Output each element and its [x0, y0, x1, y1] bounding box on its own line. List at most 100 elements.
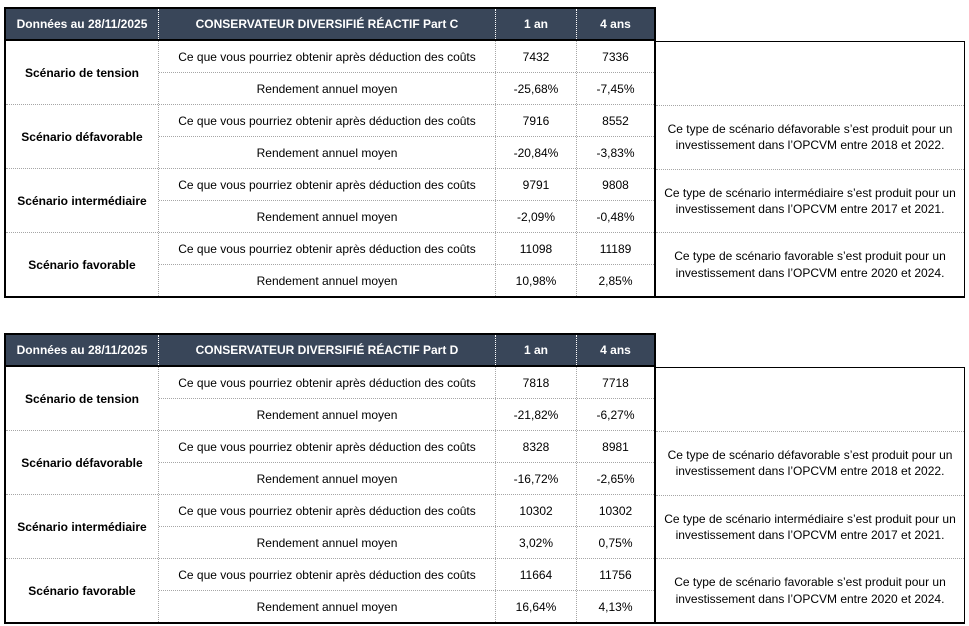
value-obtain-4ans: 8552 [602, 113, 629, 128]
value-rendement-1an: -25,68% [496, 73, 577, 104]
row-desc-obtain: Ce que vous pourriez obtenir après déduc… [159, 495, 496, 526]
value-obtain-1an: 7916 [496, 105, 577, 136]
value-obtain-4ans: 9808 [602, 177, 629, 192]
table-row: Rendement annuel moyen -20,84% -3,83% [159, 136, 654, 168]
row-desc-obtain: Ce que vous pourriez obtenir après déduc… [159, 559, 496, 590]
scenario-label: Scénario de tension [6, 41, 159, 104]
value-obtain-4ans: 7336 [602, 49, 629, 64]
col-header-4ans: 4 ans [600, 17, 631, 31]
scenario-group-favorable: Scénario favorable Ce que vous pourriez … [6, 232, 654, 296]
note-tension [656, 368, 964, 431]
scenario-group-tension: Scénario de tension Ce que vous pourriez… [6, 41, 654, 104]
table-body: Scénario de tension Ce que vous pourriez… [4, 41, 965, 298]
value-rendement-1an: 3,02% [496, 527, 577, 558]
row-desc-rendement: Rendement annuel moyen [159, 265, 496, 296]
scenario-table-part-c: Données au 28/11/2025 CONSERVATEUR DIVER… [4, 7, 965, 298]
value-rendement-1an: -20,84% [496, 137, 577, 168]
scenario-group-favorable: Scénario favorable Ce que vous pourriez … [6, 558, 654, 622]
scenario-label: Scénario intermédiaire [6, 169, 159, 232]
row-desc-obtain: Ce que vous pourriez obtenir après déduc… [159, 41, 496, 72]
table-main-grid: Scénario de tension Ce que vous pourriez… [4, 367, 656, 624]
value-obtain-1an: 11664 [496, 559, 577, 590]
row-desc-obtain: Ce que vous pourriez obtenir après déduc… [159, 431, 496, 462]
row-desc-rendement: Rendement annuel moyen [159, 399, 496, 430]
value-rendement-1an: 10,98% [496, 265, 577, 296]
table-row: Ce que vous pourriez obtenir après déduc… [159, 495, 654, 526]
value-rendement-1an: -2,09% [496, 201, 577, 232]
note-favorable: Ce type de scénario favorable s’est prod… [656, 232, 964, 296]
table-row: Ce que vous pourriez obtenir après déduc… [159, 431, 654, 462]
value-rendement-4ans: -7,45% [596, 81, 635, 96]
note-defavorable: Ce type de scénario défavorable s’est pr… [656, 104, 964, 169]
scenario-label: Scénario défavorable [6, 105, 159, 168]
scenario-label: Scénario favorable [6, 233, 159, 296]
table-row: Rendement annuel moyen 16,64% 4,13% [159, 590, 654, 622]
date-header-cell: Données au 28/11/2025 [6, 335, 159, 365]
value-rendement-1an: -16,72% [496, 463, 577, 494]
table-row: Rendement annuel moyen -2,09% -0,48% [159, 200, 654, 232]
value-rendement-1an: -21,82% [496, 399, 577, 430]
row-desc-rendement: Rendement annuel moyen [159, 527, 496, 558]
table-main-grid: Scénario de tension Ce que vous pourriez… [4, 41, 656, 298]
table-header-row: Données au 28/11/2025 CONSERVATEUR DIVER… [4, 7, 656, 41]
row-desc-obtain: Ce que vous pourriez obtenir après déduc… [159, 105, 496, 136]
fund-title-cell: CONSERVATEUR DIVERSIFIÉ RÉACTIF Part D [159, 335, 496, 365]
note-intermediaire: Ce type de scénario intermédiaire s’est … [656, 494, 964, 559]
value-obtain-1an: 7818 [496, 367, 577, 398]
date-header-cell: Données au 28/11/2025 [6, 9, 159, 39]
table-row: Rendement annuel moyen -16,72% -2,65% [159, 462, 654, 494]
scenario-label: Scénario de tension [6, 367, 159, 430]
table-row: Ce que vous pourriez obtenir après déduc… [159, 233, 654, 264]
value-rendement-4ans: 2,85% [598, 273, 633, 288]
notes-column: Ce type de scénario défavorable s’est pr… [656, 367, 965, 624]
scenario-label: Scénario défavorable [6, 431, 159, 494]
table-row: Ce que vous pourriez obtenir après déduc… [159, 559, 654, 590]
note-tension [656, 42, 964, 105]
value-obtain-4ans: 10302 [598, 503, 633, 518]
value-obtain-4ans: 8981 [602, 439, 629, 454]
col-header-4ans: 4 ans [600, 343, 631, 357]
col-header-1an: 1 an [496, 9, 577, 39]
value-obtain-4ans: 11756 [599, 567, 632, 582]
table-row: Rendement annuel moyen -25,68% -7,45% [159, 72, 654, 104]
value-obtain-1an: 10302 [496, 495, 577, 526]
value-obtain-1an: 8328 [496, 431, 577, 462]
value-rendement-4ans: 0,75% [598, 535, 633, 550]
row-desc-rendement: Rendement annuel moyen [159, 463, 496, 494]
value-obtain-1an: 7432 [496, 41, 577, 72]
table-row: Rendement annuel moyen 3,02% 0,75% [159, 526, 654, 558]
value-obtain-4ans: 11189 [599, 241, 632, 256]
value-rendement-4ans: 4,13% [598, 599, 633, 614]
row-desc-rendement: Rendement annuel moyen [159, 201, 496, 232]
row-desc-rendement: Rendement annuel moyen [159, 591, 496, 622]
value-rendement-4ans: -0,48% [596, 209, 635, 224]
table-header-row: Données au 28/11/2025 CONSERVATEUR DIVER… [4, 333, 656, 367]
value-obtain-1an: 11098 [496, 233, 577, 264]
col-header-1an: 1 an [496, 335, 577, 365]
value-obtain-4ans: 7718 [602, 375, 629, 390]
table-row: Ce que vous pourriez obtenir après déduc… [159, 367, 654, 398]
row-desc-obtain: Ce que vous pourriez obtenir après déduc… [159, 169, 496, 200]
scenario-group-defavorable: Scénario défavorable Ce que vous pourrie… [6, 430, 654, 494]
table-row: Ce que vous pourriez obtenir après déduc… [159, 169, 654, 200]
note-intermediaire: Ce type de scénario intermédiaire s’est … [656, 168, 964, 233]
note-favorable: Ce type de scénario favorable s’est prod… [656, 558, 964, 622]
value-rendement-4ans: -3,83% [596, 145, 635, 160]
row-desc-rendement: Rendement annuel moyen [159, 137, 496, 168]
table-body: Scénario de tension Ce que vous pourriez… [4, 367, 965, 624]
row-desc-obtain: Ce que vous pourriez obtenir après déduc… [159, 233, 496, 264]
scenario-table-part-d: Données au 28/11/2025 CONSERVATEUR DIVER… [4, 333, 965, 624]
fund-title-cell: CONSERVATEUR DIVERSIFIÉ RÉACTIF Part C [159, 9, 496, 39]
table-row: Ce que vous pourriez obtenir après déduc… [159, 105, 654, 136]
value-obtain-1an: 9791 [496, 169, 577, 200]
scenario-group-intermediaire: Scénario intermédiaire Ce que vous pourr… [6, 168, 654, 232]
row-desc-rendement: Rendement annuel moyen [159, 73, 496, 104]
value-rendement-1an: 16,64% [496, 591, 577, 622]
row-desc-obtain: Ce que vous pourriez obtenir après déduc… [159, 367, 496, 398]
table-row: Rendement annuel moyen -21,82% -6,27% [159, 398, 654, 430]
scenario-group-intermediaire: Scénario intermédiaire Ce que vous pourr… [6, 494, 654, 558]
table-row: Ce que vous pourriez obtenir après déduc… [159, 41, 654, 72]
scenario-group-defavorable: Scénario défavorable Ce que vous pourrie… [6, 104, 654, 168]
note-defavorable: Ce type de scénario défavorable s’est pr… [656, 430, 964, 495]
